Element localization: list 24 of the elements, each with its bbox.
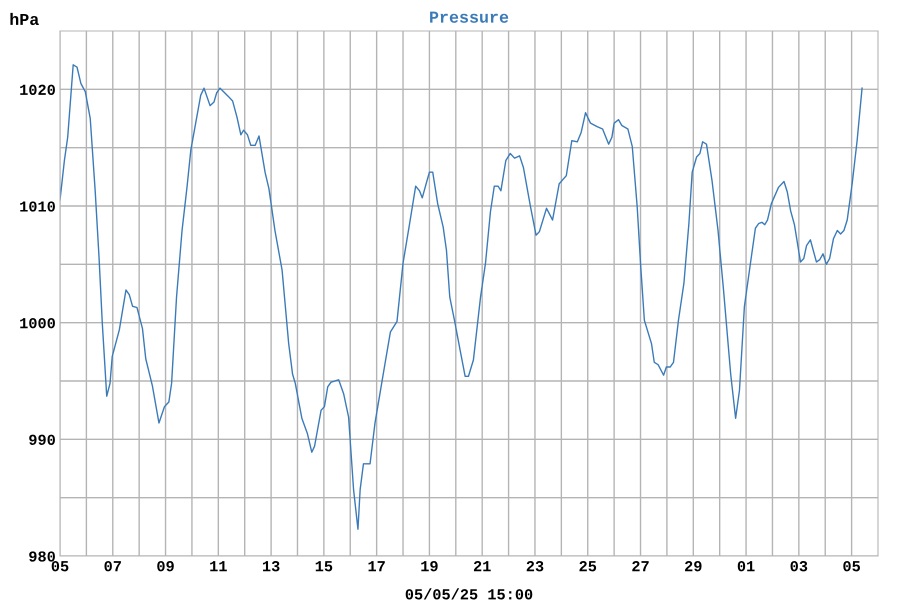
x-tick-label: 21 xyxy=(474,561,491,572)
x-tick-label: 23 xyxy=(526,561,544,572)
y-tick-label: 1020 xyxy=(20,84,55,96)
x-tick-label: 03 xyxy=(790,561,808,572)
x-tick-label: 13 xyxy=(262,561,280,572)
y-axis-title: hPa xyxy=(10,12,39,26)
x-tick-label: 25 xyxy=(579,561,596,572)
y-tick-label: 1010 xyxy=(20,201,55,212)
x-tick-label: 27 xyxy=(632,561,649,572)
x-axis-title: 05/05/25 15:00 xyxy=(406,588,532,600)
y-tick-label: 990 xyxy=(29,434,55,446)
x-tick-label: 19 xyxy=(421,561,438,572)
y-tick-label: 1000 xyxy=(20,318,55,328)
x-tick-label: 15 xyxy=(316,561,332,572)
x-tick-label: 17 xyxy=(368,561,385,572)
y-tick-label: 980 xyxy=(29,551,55,562)
x-tick-label: 07 xyxy=(104,561,121,572)
x-tick-label: 05 xyxy=(52,561,68,572)
chart-title: Pressure xyxy=(430,12,508,23)
x-tick-label: 09 xyxy=(157,561,174,572)
x-tick-label: 29 xyxy=(685,561,702,572)
x-tick-label: 05 xyxy=(843,561,860,572)
x-tick-label: 01 xyxy=(738,561,755,572)
x-tick-label: 11 xyxy=(210,561,227,572)
